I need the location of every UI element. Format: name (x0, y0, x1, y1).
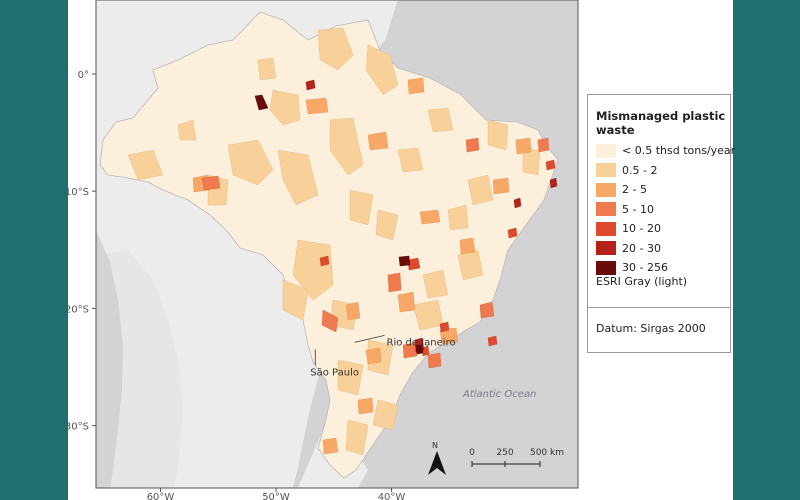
svg-text:N: N (432, 441, 438, 450)
legend: Mismanaged plastic waste < 0.5 thsd tons… (587, 94, 735, 353)
city-leader-line (354, 334, 385, 343)
legend-item: < 0.5 thsd tons/year (596, 143, 735, 158)
scale-bar: 0 250 500 km (469, 448, 564, 467)
pacific-ocean (96, 230, 123, 488)
lat-tick-label: 0° (78, 70, 89, 81)
class-0-5-2-patches (127, 27, 541, 456)
class-2-5-patches (192, 77, 532, 455)
legend-label: 2 - 5 (622, 183, 647, 196)
class-10-20-patches (319, 159, 556, 357)
legend-swatch (596, 202, 616, 216)
legend-swatch (596, 221, 616, 236)
legend-label: 5 - 10 (622, 202, 654, 216)
map-canvas[interactable]: 0°10°S20°S30°S70°W60°W50°W40°W Rio de Ja… (68, 0, 733, 500)
scale-label-500: 500 km (530, 448, 564, 458)
graticule-ticks: 0°10°S20°S30°S70°W60°W50°W40°W (68, 70, 405, 500)
legend-swatch (596, 260, 616, 275)
map-frame (95, 0, 579, 489)
legend-swatch (596, 143, 616, 158)
legend-label: 10 - 20 (622, 222, 661, 235)
class-30-256-patches (254, 94, 424, 355)
basemap-label: ESRI Gray (light) (596, 275, 688, 288)
legend-swatch (596, 163, 616, 177)
legend-label: 20 - 30 (622, 241, 661, 255)
ocean-label: Atlantic Ocean (462, 389, 536, 400)
legend-label: 30 - 256 (622, 261, 668, 274)
lon-tick-label: 40°W (378, 492, 406, 500)
city-label: São Paulo (310, 367, 359, 378)
scale-label-0: 0 (469, 448, 475, 458)
legend-item: 0.5 - 2 (596, 163, 657, 178)
legend-title: Mismanaged plastic waste (596, 109, 726, 137)
city-label: Rio de Janeiro (387, 337, 456, 348)
lat-tick-label: 10°S (68, 187, 89, 198)
legend-label: 0.5 - 2 (622, 163, 658, 177)
datum-label: Datum: Sirgas 2000 (596, 322, 706, 335)
lat-tick-label: 30°S (68, 422, 89, 433)
legend-item: 2 - 5 (596, 182, 647, 197)
legend-item: 20 - 30 (596, 241, 661, 256)
map-panel: 0°10°S20°S30°S70°W60°W50°W40°W Rio de Ja… (68, 0, 735, 500)
lon-tick-label: 60°W (147, 492, 175, 500)
legend-item: 5 - 10 (596, 202, 654, 217)
legend-label: < 0.5 thsd tons/year (622, 144, 736, 157)
legend-item: 10 - 20 (596, 221, 661, 236)
legend-item: 30 - 256 (596, 260, 668, 275)
legend-swatch (596, 182, 616, 197)
lon-tick-label: 50°W (262, 492, 290, 500)
class-5-10-patches (201, 137, 550, 369)
north-arrow-icon: N (428, 441, 446, 475)
city-labels: Rio de Janeiro São Paulo (310, 334, 456, 378)
scale-label-250: 250 (496, 448, 513, 458)
legend-divider (588, 307, 730, 308)
lat-tick-label: 20°S (68, 304, 89, 315)
legend-swatch (596, 241, 616, 255)
